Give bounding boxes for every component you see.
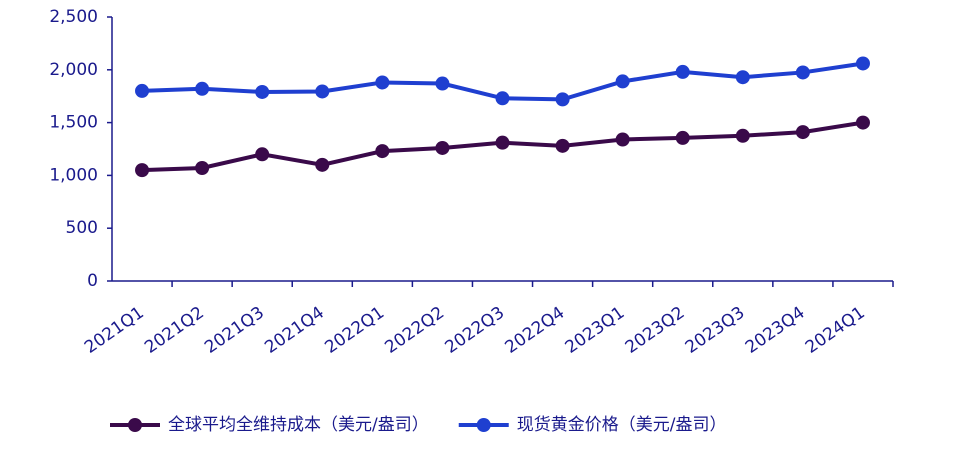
point [195, 81, 210, 96]
point [855, 56, 870, 71]
x-tick-label: 2021Q2 [141, 303, 208, 358]
point [135, 163, 150, 178]
point [615, 74, 630, 89]
point [735, 70, 750, 85]
y-tick-label: 2,500 [49, 7, 98, 27]
y-tick-label: 1,000 [49, 165, 98, 185]
point [495, 135, 510, 150]
point [135, 83, 150, 98]
point [555, 92, 570, 107]
point [615, 132, 630, 147]
y-tick-label: 500 [66, 218, 98, 238]
point [315, 84, 330, 99]
x-tick-label: 2023Q2 [622, 303, 689, 358]
point [855, 115, 870, 130]
legend-marker [476, 418, 491, 432]
point [255, 147, 270, 162]
x-tick-label: 2023Q3 [682, 303, 749, 358]
point [375, 144, 390, 159]
legend-marker [128, 418, 142, 432]
y-tick-label: 0 [87, 271, 98, 291]
point [375, 75, 390, 90]
point [495, 91, 510, 106]
x-tick-label: 2023Q1 [562, 303, 629, 358]
point [675, 130, 690, 145]
legend-label: 全球平均全维持成本（美元/盎司） [168, 415, 429, 435]
point [735, 128, 750, 143]
point [315, 157, 330, 172]
y-tick-label: 2,000 [49, 60, 98, 80]
x-tick-label: 2022Q3 [441, 303, 508, 358]
point [435, 140, 450, 155]
legend-label: 现货黄金价格（美元/盎司） [517, 415, 727, 435]
x-tick-label: 2021Q3 [201, 303, 268, 358]
x-tick-label: 2023Q4 [742, 303, 809, 358]
point [195, 161, 210, 176]
point [435, 76, 450, 91]
point [675, 64, 690, 79]
x-tick-label: 2024Q1 [802, 303, 869, 358]
point [795, 65, 810, 80]
x-tick-label: 2022Q1 [321, 303, 388, 358]
x-tick-label: 2022Q2 [381, 303, 448, 358]
y-tick-label: 1,500 [49, 113, 98, 133]
x-tick-label: 2022Q4 [502, 303, 569, 358]
point [555, 138, 570, 153]
point [255, 84, 270, 99]
x-tick-label: 2021Q1 [81, 303, 148, 358]
x-tick-label: 2021Q4 [261, 303, 328, 358]
point [795, 125, 810, 140]
